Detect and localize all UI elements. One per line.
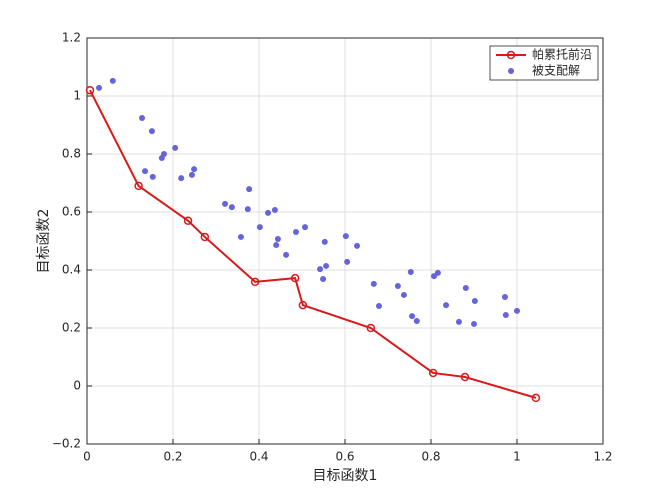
scatter-point <box>407 269 414 276</box>
pareto-line <box>89 89 537 399</box>
scatter-point <box>265 209 272 216</box>
pareto-marker <box>428 368 438 378</box>
scatter-point <box>139 115 146 122</box>
scatter-point <box>400 291 407 298</box>
scatter-point <box>455 318 462 325</box>
y-tick-label: −0.2 <box>52 437 81 451</box>
scatter-point <box>501 293 508 300</box>
x-tick-label: 0.2 <box>163 450 182 464</box>
scatter-point <box>274 235 281 242</box>
scatter-point <box>256 224 263 231</box>
scatter-point <box>172 144 179 151</box>
legend-label: 被支配解 <box>532 64 580 78</box>
x-tick-label: 0.6 <box>335 450 354 464</box>
pareto-marker <box>298 300 308 310</box>
y-tick-label: 0.2 <box>62 321 81 335</box>
scatter-point <box>109 77 116 84</box>
scatter-point <box>246 186 253 193</box>
x-tick-label: 0.8 <box>421 450 440 464</box>
scatter-point <box>271 206 278 213</box>
scatter-point <box>471 320 477 327</box>
scatter-point <box>502 311 509 318</box>
scatter-point <box>394 282 401 289</box>
scatter-point <box>514 307 520 314</box>
scatter-point <box>434 269 441 276</box>
legend-marker <box>506 50 516 60</box>
scatter-point <box>188 171 195 178</box>
scatter-point <box>244 206 251 213</box>
scatter-point <box>342 233 349 240</box>
scatter-point <box>321 238 328 245</box>
legend-box <box>489 45 599 81</box>
pareto-marker <box>183 216 193 225</box>
pareto-marker <box>290 273 300 283</box>
y-tick-label: 0 <box>73 379 81 393</box>
scatter-point <box>413 318 420 325</box>
pareto-marker <box>134 181 143 191</box>
y-tick-label: 0.8 <box>62 147 81 161</box>
y-tick-label: 1.2 <box>62 31 81 45</box>
pareto-marker <box>366 323 376 333</box>
scatter-point <box>273 242 280 249</box>
x-axis-label: 目标函数1 <box>313 468 378 484</box>
scatter-point <box>443 302 450 309</box>
scatter-point <box>228 204 235 211</box>
y-tick-label: 0.6 <box>62 205 81 219</box>
scatter-point <box>149 173 156 180</box>
scatter-point <box>148 128 155 135</box>
legend-label: 帕累托前沿 <box>532 47 592 62</box>
y-tick-label: 0.4 <box>62 263 81 277</box>
pareto-marker <box>460 372 470 382</box>
pareto-marker <box>85 85 95 95</box>
scatter-point <box>142 168 149 175</box>
pareto-marker <box>531 393 541 403</box>
scatter-point <box>462 284 469 291</box>
scatter-point <box>191 166 198 173</box>
x-tick-label: 1 <box>513 450 521 464</box>
scatter-point <box>292 229 299 236</box>
scatter-point <box>160 151 167 157</box>
scatter-point <box>370 280 377 287</box>
scatter-point <box>409 313 416 320</box>
scatter-point <box>471 298 478 305</box>
scatter-point <box>317 266 324 273</box>
scatter-point <box>354 242 361 249</box>
scatter-point <box>320 275 327 282</box>
pareto-marker <box>200 232 210 242</box>
plot-frame <box>86 37 604 445</box>
scatter-point <box>375 302 382 309</box>
x-tick-label: 0 <box>83 450 91 464</box>
scatter-point <box>178 175 185 182</box>
scatter-point <box>96 84 103 91</box>
pareto-marker <box>250 277 260 287</box>
scatter-point <box>222 200 229 207</box>
x-tick-label: 1.2 <box>593 450 612 464</box>
x-tick-label: 0.4 <box>249 450 268 464</box>
scatter-point <box>302 224 309 231</box>
scatter-point <box>237 233 244 240</box>
y-tick-label: 1 <box>73 89 81 103</box>
scatter-point <box>344 258 351 265</box>
y-axis-label: 目标函数2 <box>36 209 52 274</box>
legend-marker <box>508 68 514 74</box>
scatter-point <box>283 251 290 258</box>
scatter-point <box>323 262 330 269</box>
